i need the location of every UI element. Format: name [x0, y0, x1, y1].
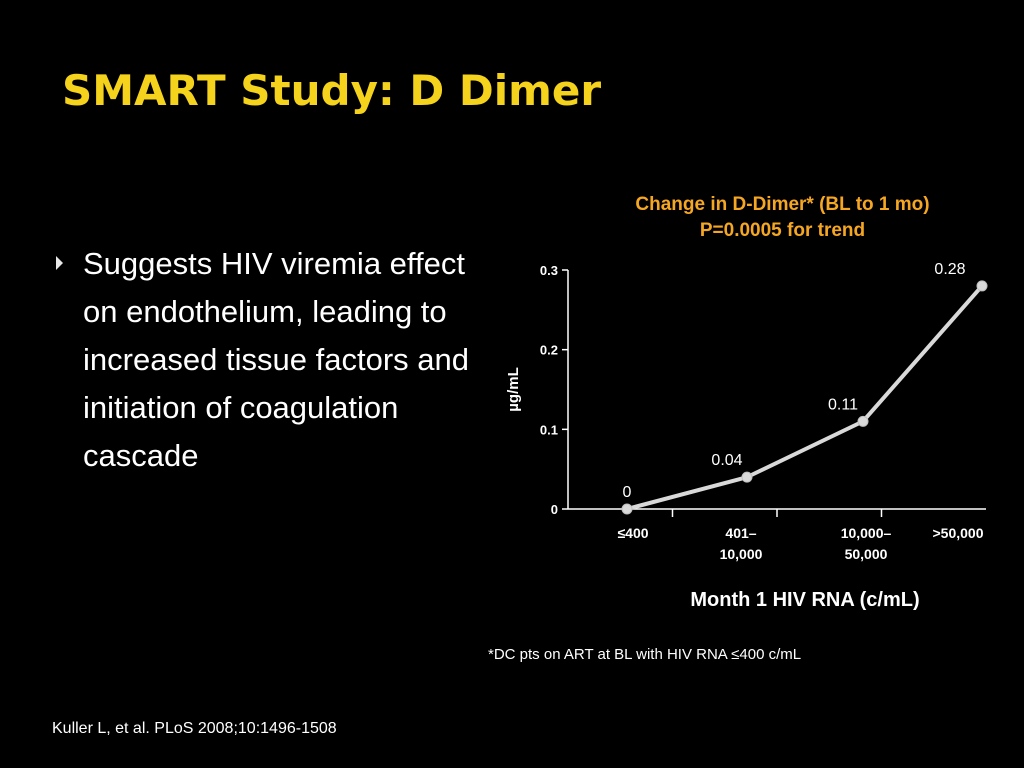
- x-axis-title: Month 1 HIV RNA (c/mL): [690, 589, 920, 611]
- x-tick-label: ≤400: [617, 525, 648, 541]
- y-tick-label: 0.2: [540, 343, 558, 358]
- line-chart: 0 0.1 0.2 0.3 µg/mL 0 0.04 0.11 0.28 ≤400 401– 10,0…: [505, 261, 988, 562]
- y-tick-label: 0: [551, 502, 558, 517]
- slide-title: SMART Study: D Dimer: [62, 66, 602, 115]
- data-label: 0.04: [711, 452, 742, 469]
- bullet-text: Suggests HIV viremia effect on endotheli…: [83, 246, 469, 473]
- data-point: [741, 471, 753, 483]
- citation: Kuller L, et al. PLoS 2008;10:1496-1508: [52, 720, 337, 737]
- data-point: [857, 415, 869, 427]
- chart-subtitle: P=0.0005 for trend: [699, 220, 866, 241]
- data-label: 0.28: [934, 261, 965, 278]
- data-point: [621, 503, 633, 515]
- data-point: [976, 280, 988, 292]
- x-tick-label: >50,000: [933, 525, 984, 541]
- x-tick-label: 401– 10,000: [720, 525, 763, 562]
- chart-title-block: Change in D-Dimer* (BL to 1 mo) P=0.0005…: [560, 192, 1005, 244]
- data-label: 0: [623, 484, 632, 501]
- y-tick-label: 0.3: [540, 263, 558, 278]
- y-tick-label: 0.1: [540, 422, 558, 437]
- bullet-arrow-icon: [56, 256, 63, 270]
- y-axis-title: µg/mL: [505, 367, 522, 411]
- data-label: 0.11: [828, 396, 858, 413]
- x-tick-label: 10,000– 50,000: [841, 525, 892, 562]
- series-line: [626, 284, 984, 511]
- footnote: *DC pts on ART at BL with HIV RNA ≤400 c…: [488, 646, 802, 663]
- bullet-item: Suggests HIV viremia effect on endotheli…: [56, 240, 476, 480]
- chart-title: Change in D-Dimer* (BL to 1 mo): [635, 194, 930, 215]
